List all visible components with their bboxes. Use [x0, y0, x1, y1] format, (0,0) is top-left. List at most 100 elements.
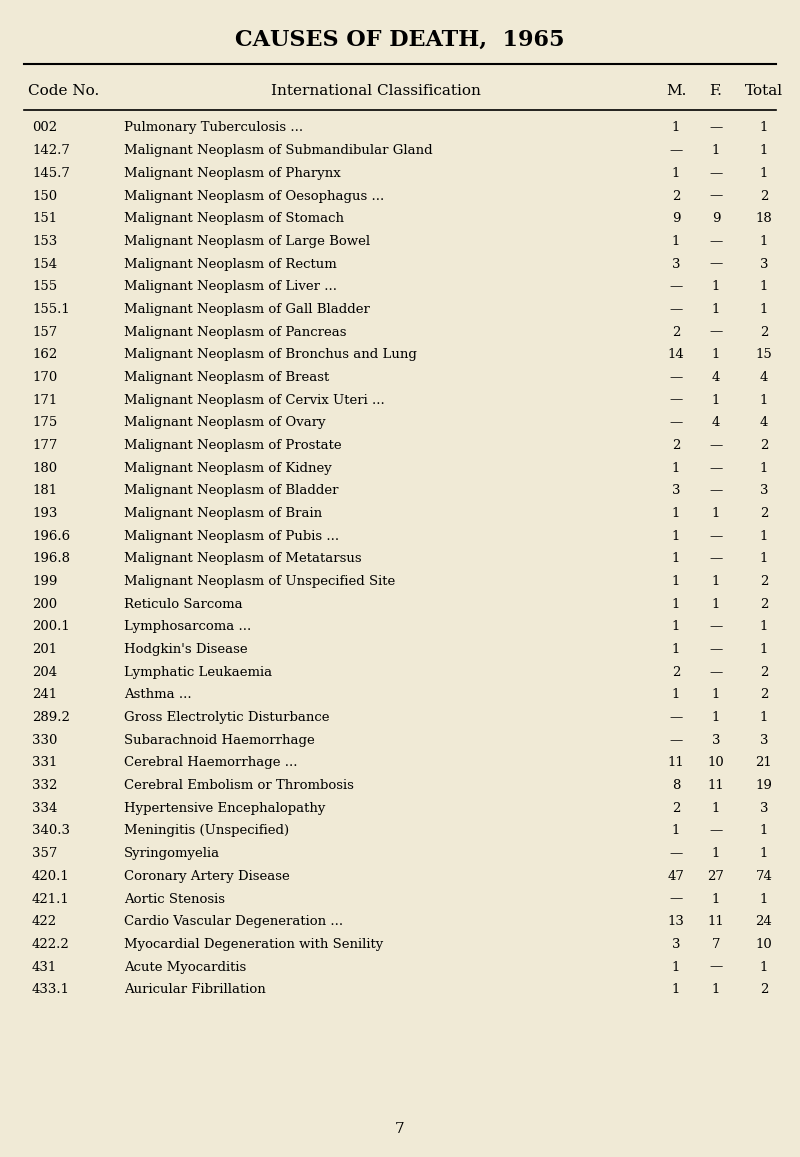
Text: —: —	[710, 258, 722, 271]
Text: Malignant Neoplasm of Brain: Malignant Neoplasm of Brain	[124, 507, 322, 519]
Text: —: —	[670, 371, 682, 384]
Text: Malignant Neoplasm of Pancreas: Malignant Neoplasm of Pancreas	[124, 325, 346, 339]
Text: Total: Total	[745, 84, 783, 98]
Text: —: —	[670, 280, 682, 293]
Text: 2: 2	[760, 665, 768, 679]
Text: —: —	[710, 960, 722, 973]
Text: 1: 1	[672, 688, 680, 701]
Text: 200.1: 200.1	[32, 620, 70, 633]
Text: Malignant Neoplasm of Kidney: Malignant Neoplasm of Kidney	[124, 462, 332, 474]
Text: 1: 1	[760, 393, 768, 406]
Text: 420.1: 420.1	[32, 870, 70, 883]
Text: 1: 1	[712, 348, 720, 361]
Text: 433.1: 433.1	[32, 983, 70, 996]
Text: Hodgkin's Disease: Hodgkin's Disease	[124, 643, 248, 656]
Text: 11: 11	[668, 757, 684, 769]
Text: —: —	[710, 235, 722, 248]
Text: International Classification: International Classification	[271, 84, 481, 98]
Text: Cerebral Embolism or Thrombosis: Cerebral Embolism or Thrombosis	[124, 779, 354, 793]
Text: 14: 14	[668, 348, 684, 361]
Text: Malignant Neoplasm of Submandibular Gland: Malignant Neoplasm of Submandibular Glan…	[124, 145, 433, 157]
Text: Malignant Neoplasm of Oesophagus ...: Malignant Neoplasm of Oesophagus ...	[124, 190, 384, 202]
Text: 2: 2	[672, 665, 680, 679]
Text: 4: 4	[760, 417, 768, 429]
Text: Lymphatic Leukaemia: Lymphatic Leukaemia	[124, 665, 272, 679]
Text: 9: 9	[712, 212, 720, 226]
Text: 199: 199	[32, 575, 58, 588]
Text: 8: 8	[672, 779, 680, 793]
Text: 10: 10	[708, 757, 724, 769]
Text: 170: 170	[32, 371, 58, 384]
Text: Malignant Neoplasm of Bladder: Malignant Neoplasm of Bladder	[124, 485, 338, 498]
Text: 196.8: 196.8	[32, 552, 70, 566]
Text: 1: 1	[760, 235, 768, 248]
Text: Subarachnoid Haemorrhage: Subarachnoid Haemorrhage	[124, 734, 314, 746]
Text: 204: 204	[32, 665, 57, 679]
Text: 1: 1	[672, 552, 680, 566]
Text: —: —	[710, 121, 722, 134]
Text: 1: 1	[760, 825, 768, 838]
Text: 151: 151	[32, 212, 57, 226]
Text: 2: 2	[760, 325, 768, 339]
Text: —: —	[670, 303, 682, 316]
Text: 2: 2	[672, 325, 680, 339]
Text: 155.1: 155.1	[32, 303, 70, 316]
Text: 145.7: 145.7	[32, 167, 70, 179]
Text: —: —	[670, 734, 682, 746]
Text: 2: 2	[760, 575, 768, 588]
Text: 340.3: 340.3	[32, 825, 70, 838]
Text: 21: 21	[756, 757, 772, 769]
Text: 3: 3	[760, 258, 768, 271]
Text: Cerebral Haemorrhage ...: Cerebral Haemorrhage ...	[124, 757, 298, 769]
Text: 1: 1	[672, 167, 680, 179]
Text: 1: 1	[712, 688, 720, 701]
Text: Malignant Neoplasm of Stomach: Malignant Neoplasm of Stomach	[124, 212, 344, 226]
Text: Malignant Neoplasm of Cervix Uteri ...: Malignant Neoplasm of Cervix Uteri ...	[124, 393, 385, 406]
Text: 181: 181	[32, 485, 57, 498]
Text: 421.1: 421.1	[32, 892, 70, 906]
Text: 1: 1	[712, 847, 720, 860]
Text: 1: 1	[672, 825, 680, 838]
Text: 175: 175	[32, 417, 58, 429]
Text: 1: 1	[712, 393, 720, 406]
Text: 1: 1	[672, 530, 680, 543]
Text: 1: 1	[760, 960, 768, 973]
Text: 150: 150	[32, 190, 57, 202]
Text: 196.6: 196.6	[32, 530, 70, 543]
Text: 142.7: 142.7	[32, 145, 70, 157]
Text: 1: 1	[712, 802, 720, 815]
Text: 171: 171	[32, 393, 58, 406]
Text: 7: 7	[712, 938, 720, 951]
Text: Reticulo Sarcoma: Reticulo Sarcoma	[124, 598, 242, 611]
Text: 9: 9	[672, 212, 680, 226]
Text: 330: 330	[32, 734, 58, 746]
Text: Gross Electrolytic Disturbance: Gross Electrolytic Disturbance	[124, 712, 330, 724]
Text: 2: 2	[672, 439, 680, 452]
Text: —: —	[670, 145, 682, 157]
Text: —: —	[710, 439, 722, 452]
Text: 1: 1	[712, 575, 720, 588]
Text: 1: 1	[672, 960, 680, 973]
Text: Malignant Neoplasm of Unspecified Site: Malignant Neoplasm of Unspecified Site	[124, 575, 395, 588]
Text: 331: 331	[32, 757, 58, 769]
Text: 27: 27	[707, 870, 725, 883]
Text: 11: 11	[708, 779, 724, 793]
Text: Asthma ...: Asthma ...	[124, 688, 192, 701]
Text: 334: 334	[32, 802, 58, 815]
Text: Lymphosarcoma ...: Lymphosarcoma ...	[124, 620, 251, 633]
Text: Malignant Neoplasm of Rectum: Malignant Neoplasm of Rectum	[124, 258, 337, 271]
Text: 1: 1	[760, 892, 768, 906]
Text: 153: 153	[32, 235, 58, 248]
Text: CAUSES OF DEATH,  1965: CAUSES OF DEATH, 1965	[235, 29, 565, 51]
Text: 2: 2	[760, 983, 768, 996]
Text: Auricular Fibrillation: Auricular Fibrillation	[124, 983, 266, 996]
Text: 193: 193	[32, 507, 58, 519]
Text: 3: 3	[760, 802, 768, 815]
Text: 1: 1	[712, 303, 720, 316]
Text: 422.2: 422.2	[32, 938, 70, 951]
Text: 1: 1	[712, 598, 720, 611]
Text: 1: 1	[672, 235, 680, 248]
Text: —: —	[710, 530, 722, 543]
Text: 4: 4	[712, 417, 720, 429]
Text: 157: 157	[32, 325, 58, 339]
